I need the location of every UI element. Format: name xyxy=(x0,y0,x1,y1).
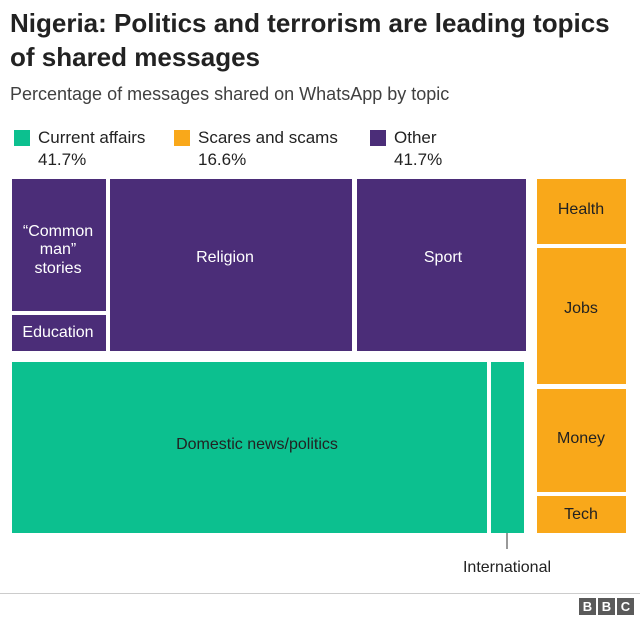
legend-label-other: Other xyxy=(394,128,437,147)
label-common-man-line1: “Common xyxy=(23,223,93,240)
bbc-logo-letter: B xyxy=(598,598,615,615)
label-international: International xyxy=(463,559,551,576)
legend-item-current-affairs: Current affairs 41.7% xyxy=(14,128,174,172)
legend-swatch-current-affairs xyxy=(14,130,30,146)
treemap-cell-common-man-stories xyxy=(12,179,106,311)
label-sport: Sport xyxy=(424,249,463,266)
treemap-cell-sport xyxy=(357,179,526,351)
legend-swatch-other xyxy=(370,130,386,146)
legend-item-scares-and-scams: Scares and scams 16.6% xyxy=(174,128,364,172)
label-religion: Religion xyxy=(196,249,254,266)
legend-value-scares-and-scams: 16.6% xyxy=(198,150,247,169)
label-health: Health xyxy=(558,201,604,218)
bbc-logo: B B C xyxy=(579,598,634,615)
label-education: Education xyxy=(22,324,93,341)
treemap-cell-money xyxy=(537,389,626,492)
chart-title: Nigeria: Politics and terrorism are lead… xyxy=(10,8,610,72)
legend-label-current-affairs: Current affairs xyxy=(38,128,146,147)
legend-swatch-scares-and-scams xyxy=(174,130,190,146)
legend-value-current-affairs: 41.7% xyxy=(38,150,87,169)
label-tech: Tech xyxy=(564,506,598,523)
treemap-cell-domestic-news-politics xyxy=(12,362,487,533)
label-common-man-line2: man” xyxy=(40,241,76,258)
bbc-logo-letter: B xyxy=(579,598,596,615)
chart-subtitle: Percentage of messages shared on WhatsAp… xyxy=(10,84,450,104)
legend-value-other: 41.7% xyxy=(394,150,443,169)
label-common-man-line3: stories xyxy=(34,260,81,277)
footer-divider xyxy=(0,593,640,594)
treemap-cell-religion xyxy=(110,179,352,351)
treemap-cell-jobs xyxy=(537,248,626,384)
treemap-cell-education xyxy=(12,315,106,351)
label-domestic-news-politics: Domestic news/politics xyxy=(176,436,338,453)
treemap-cell-international xyxy=(491,362,524,533)
legend-item-other: Other 41.7% xyxy=(370,128,490,172)
label-money: Money xyxy=(557,430,605,447)
treemap-cell-tech xyxy=(537,496,626,533)
label-jobs: Jobs xyxy=(564,300,598,317)
bbc-logo-letter: C xyxy=(617,598,634,615)
treemap-cell-health xyxy=(537,179,626,244)
legend-label-scares-and-scams: Scares and scams xyxy=(198,128,338,147)
